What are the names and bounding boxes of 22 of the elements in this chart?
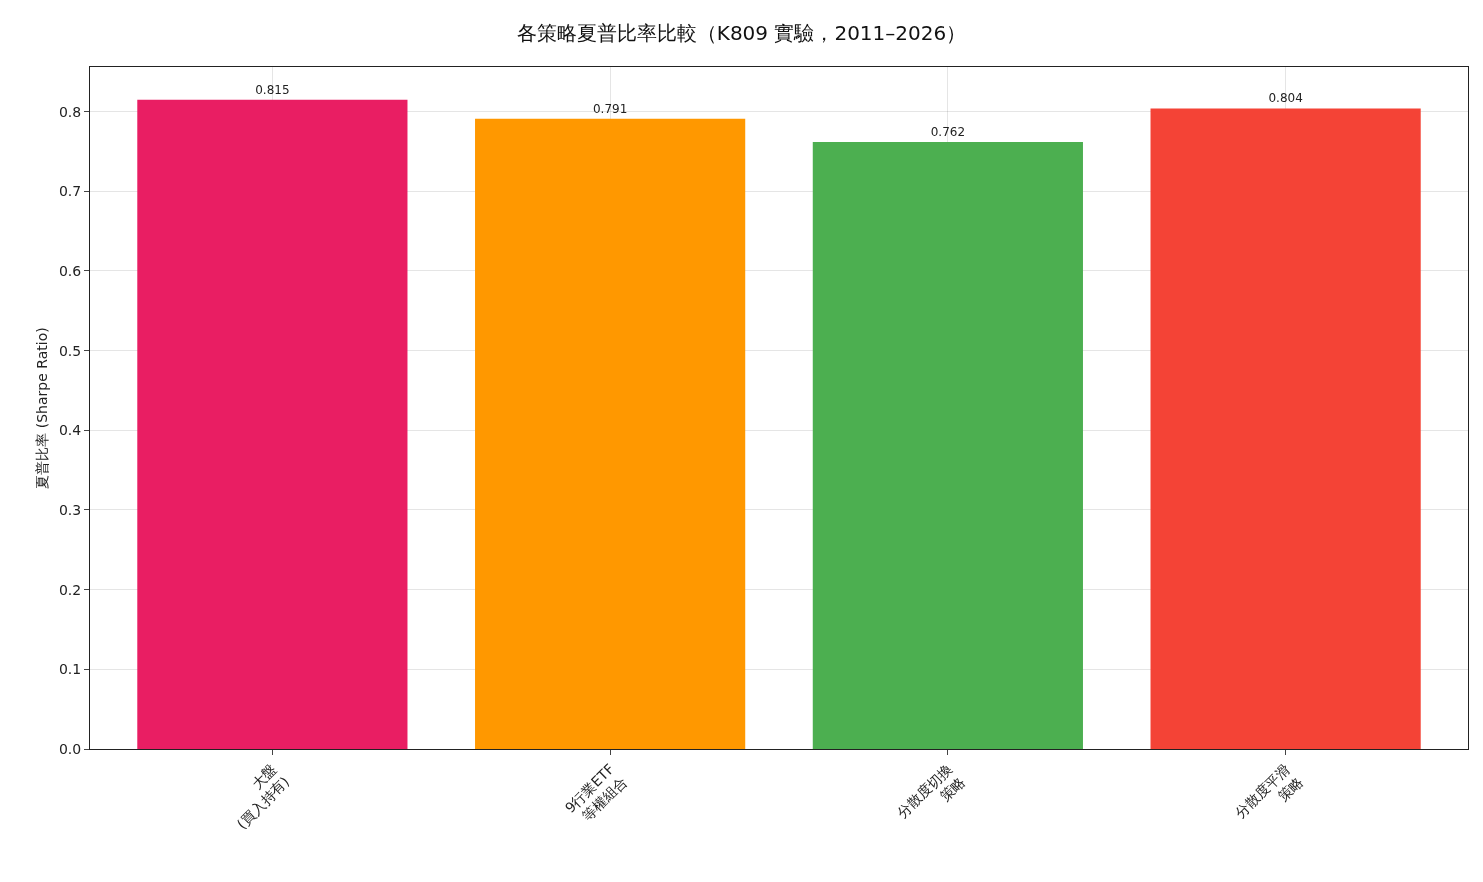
y-tick-label: 0.6 — [58, 262, 82, 279]
x-tick-label: 大盤 (買入持有) — [233, 760, 293, 833]
data-label: 0.762 — [930, 124, 966, 139]
x-tick-label: 分散度平滑 策略 — [1231, 760, 1306, 822]
y-tick-label: 0.3 — [58, 501, 82, 518]
y-tick-label: 0.0 — [58, 740, 82, 757]
data-label: 0.804 — [1268, 91, 1303, 106]
bar — [137, 99, 408, 749]
y-tick-label: 0.8 — [58, 103, 82, 120]
bar — [812, 141, 1083, 749]
data-label: 0.791 — [592, 101, 628, 116]
y-axis-title: 夏普比率 (Sharpe Ratio) — [33, 327, 50, 489]
y-tick-label: 0.2 — [58, 581, 82, 598]
bar — [475, 118, 746, 749]
chart-title: 各策略夏普比率比較（K809 實驗，2011–2026） — [516, 21, 967, 46]
y-tick-label: 0.7 — [58, 183, 82, 200]
data-label: 0.815 — [255, 82, 290, 97]
bar — [1150, 108, 1421, 749]
y-tick-label: 0.5 — [58, 342, 82, 359]
x-tick-label: 分散度切換 策略 — [894, 760, 968, 822]
y-tick-label: 0.4 — [58, 422, 82, 439]
y-tick-label: 0.1 — [58, 661, 82, 678]
